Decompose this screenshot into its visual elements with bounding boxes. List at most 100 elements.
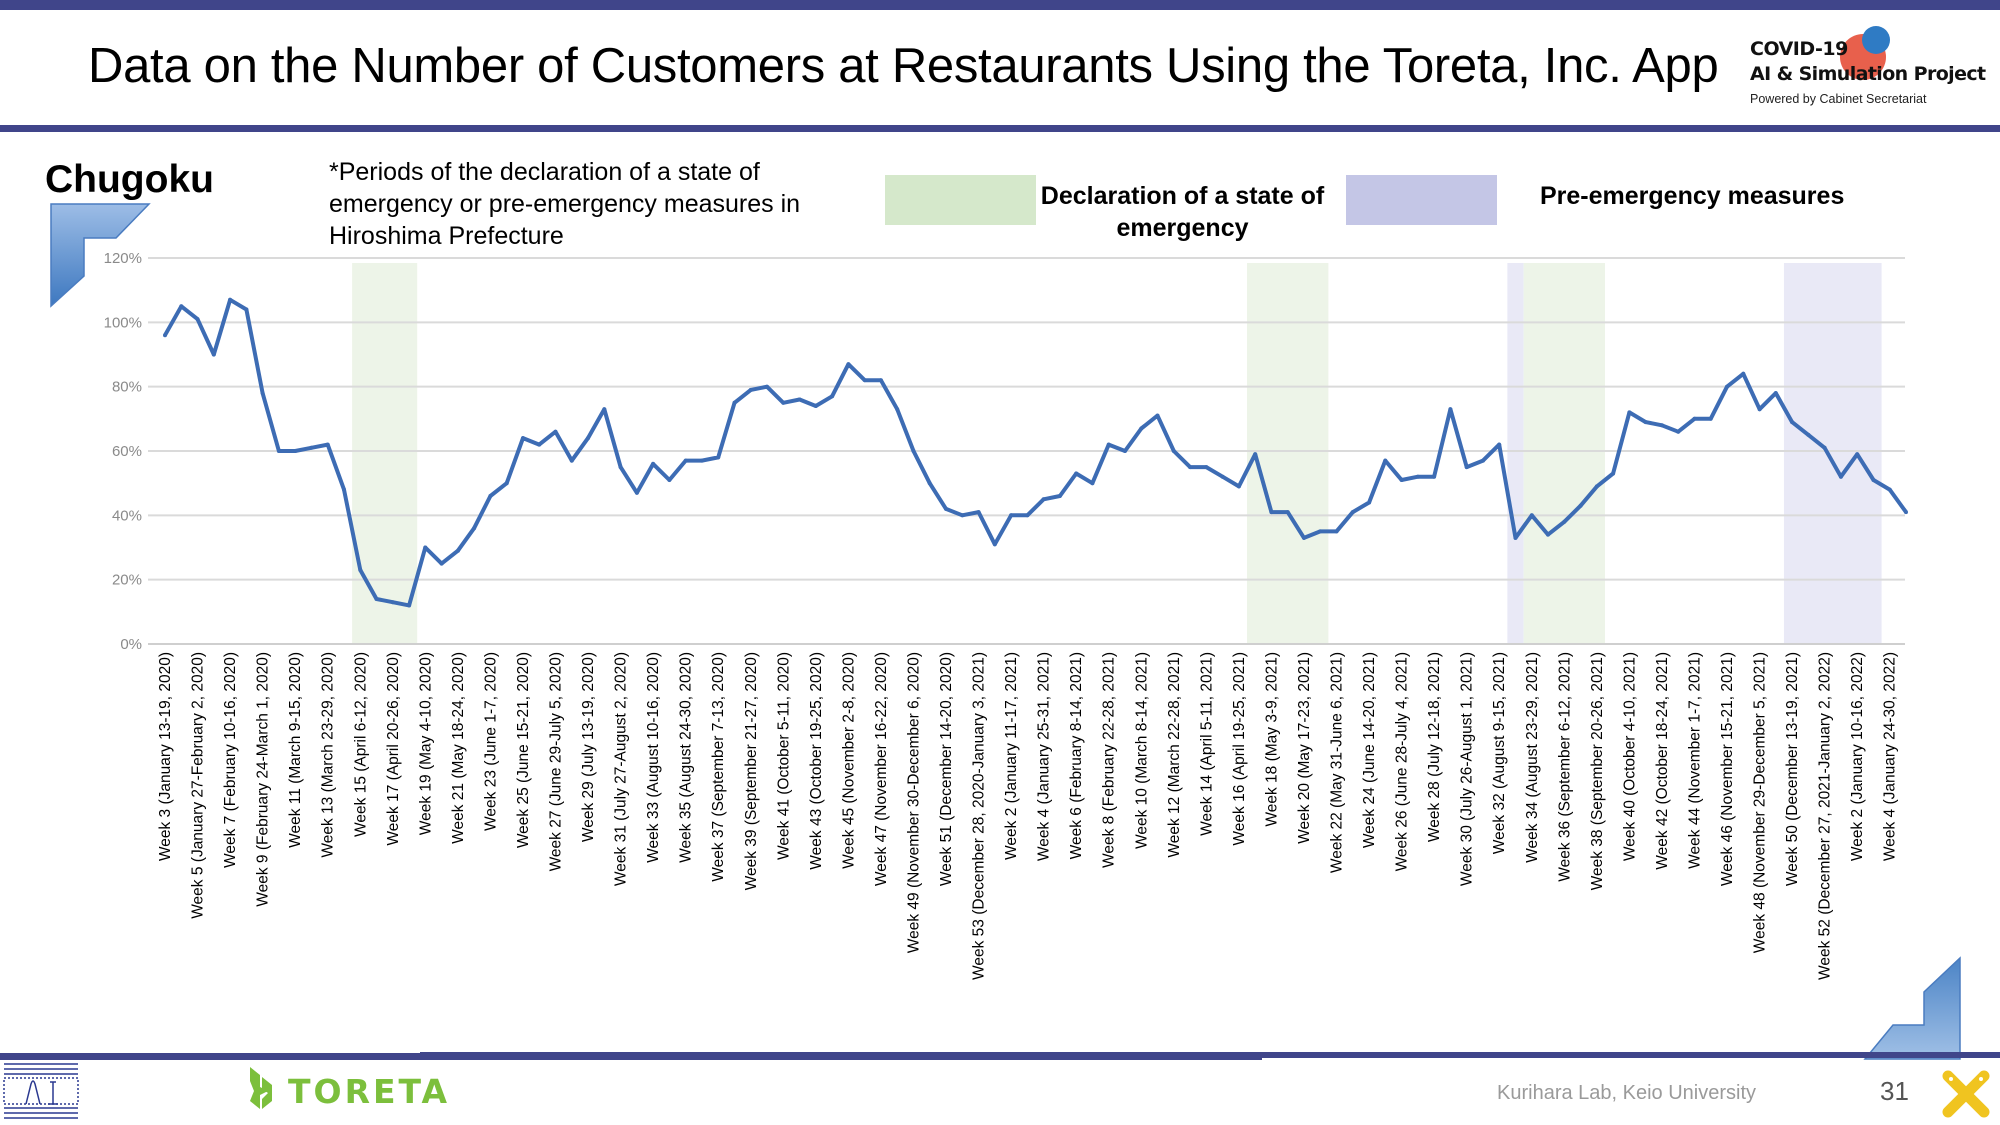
x-tick-label: Week 36 (September 6-12, 2021) [1556,652,1573,882]
data-point [309,445,314,450]
x-tick-label: Week 32 (August 9-15, 2021) [1491,652,1508,854]
crossed-pens-logo-icon [1942,1070,1990,1118]
series-layer [163,297,1908,608]
data-point [342,487,346,492]
legend-pre-emergency-label: Pre-emergency measures [1540,182,1845,210]
x-tick-label: Week 27 (June 29-July 5, 2020) [548,652,565,871]
data-point [830,394,835,399]
x-tick-label: Week 31 (July 27-August 2, 2020) [613,652,630,886]
data-point [992,542,997,547]
data-point [1838,474,1843,479]
data-point [667,478,672,482]
x-tick-label: Week 49 (November 30-December 6, 2020) [905,652,922,953]
data-point [488,494,493,498]
data-point [1871,478,1876,482]
data-point [1611,471,1616,476]
data-point [765,384,769,389]
data-point [358,568,363,572]
data-point [1188,465,1193,470]
x-tick-label: Week 34 (August 23-29, 2021) [1524,652,1541,863]
x-tick-label: Week 42 (October 18-24, 2021) [1654,652,1671,870]
x-tick-label: Week 37 (September 7-13, 2020) [710,652,727,882]
data-point [423,545,428,550]
legend-pre-emergency-swatch [1346,175,1497,225]
x-tick-label: Week 19 (May 4-10, 2020) [417,652,434,835]
data-point [1171,449,1176,453]
gridlines [148,257,1905,645]
y-tick-label: 40% [112,507,142,524]
x-tick-label: Week 48 (November 29-December 5, 2021) [1752,652,1769,953]
x-tick-label: Week 51 (December 14-20, 2020) [938,652,955,886]
data-point [1806,432,1811,437]
legend-emergency-swatch [885,175,1036,225]
y-tick-label: 0% [120,636,142,653]
data-point [1708,416,1713,421]
data-point [1399,478,1404,482]
x-tick-label: Week 10 (March 8-14, 2021) [1133,652,1150,849]
data-point [228,297,233,302]
data-point [1887,487,1892,492]
data-point [602,407,607,412]
x-tick-label: Week 30 (July 26-August 1, 2021) [1459,652,1476,886]
data-point [374,597,379,601]
pre-emergency-period [1507,263,1524,644]
data-point [1285,510,1290,515]
data-point [1594,484,1599,489]
data-point [1106,442,1111,447]
emergency-period [1247,263,1329,644]
x-tick-label: Week 29 (July 13-19, 2020) [580,652,597,842]
data-point [1383,458,1388,463]
x-tick-label: Week 2 (January 11-17, 2021) [1003,652,1020,860]
header-top-bar [0,0,2000,10]
x-tick-label: Week 40 (October 4-10, 2021) [1621,652,1638,861]
period-note: *Periods of the declaration of a state o… [329,158,801,250]
data-point [683,458,688,463]
emergency-period [1523,263,1605,644]
data-point [634,490,639,495]
data-point [1562,519,1567,524]
data-point [390,600,395,605]
footer-bar-right [420,1052,2000,1058]
data-point [748,387,753,392]
x-tick-label: Week 9 (February 24-March 1, 2020) [255,652,272,907]
data-point [1529,513,1534,518]
x-tick-label: Week 13 (March 23-29, 2020) [320,652,337,858]
y-tick-label: 120% [104,250,142,267]
data-point [1090,481,1095,486]
data-point [1513,535,1518,540]
x-tick-label: Week 11 (March 9-15, 2020) [287,652,304,848]
covid-project-logo: COVID-19 AI & Simulation Project Powered… [1745,20,1986,115]
data-point [1415,474,1420,479]
x-tick-label: Week 52 (December 27, 2021-January 2, 20… [1817,652,1834,980]
x-tick-label: Week 53 (December 28, 2020-January 3, 20… [971,652,988,980]
corner-decoration-bottom-right [1863,956,1961,1060]
x-tick-label: Week 15 (April 6-12, 2020) [352,652,369,837]
x-tick-label: Week 8 (February 22-28, 2021) [1101,652,1118,868]
x-tick-label: Week 24 (June 14-20, 2021) [1361,652,1378,848]
x-tick-label: Week 25 (June 15-21, 2020) [515,652,532,848]
y-tick-label: 80% [112,379,142,396]
data-point [1041,497,1046,502]
data-point [927,481,932,486]
data-point [1155,413,1160,418]
data-point [407,603,412,608]
legend-emergency-label: Declaration of a state of emergency [1040,182,1325,242]
x-tick-label: Week 35 (August 24-30, 2020) [678,652,695,863]
page-title: Data on the Number of Customers at Resta… [88,39,1719,93]
data-point [960,513,965,518]
footer-lab-name: Kurihara Lab, Keio University [1497,1082,1757,1104]
logo-line-2: AI & Simulation Project [1750,63,1986,85]
data-point [1057,494,1062,498]
data-point [1725,384,1729,389]
data-point [244,307,249,312]
x-tick-label: Week 50 (December 13-19, 2021) [1784,652,1801,886]
data-point [1350,510,1355,515]
x-tick-label: Week 14 (April 5-11, 2021) [1198,652,1215,836]
data-point [732,400,737,405]
x-tick-label: Week 7 (February 10-16, 2020) [222,652,239,868]
region-label: Chugoku [45,158,214,201]
shaded-periods [352,263,1882,644]
data-point [944,506,948,511]
data-point [1432,474,1437,479]
pre-emergency-period [1783,263,1882,644]
